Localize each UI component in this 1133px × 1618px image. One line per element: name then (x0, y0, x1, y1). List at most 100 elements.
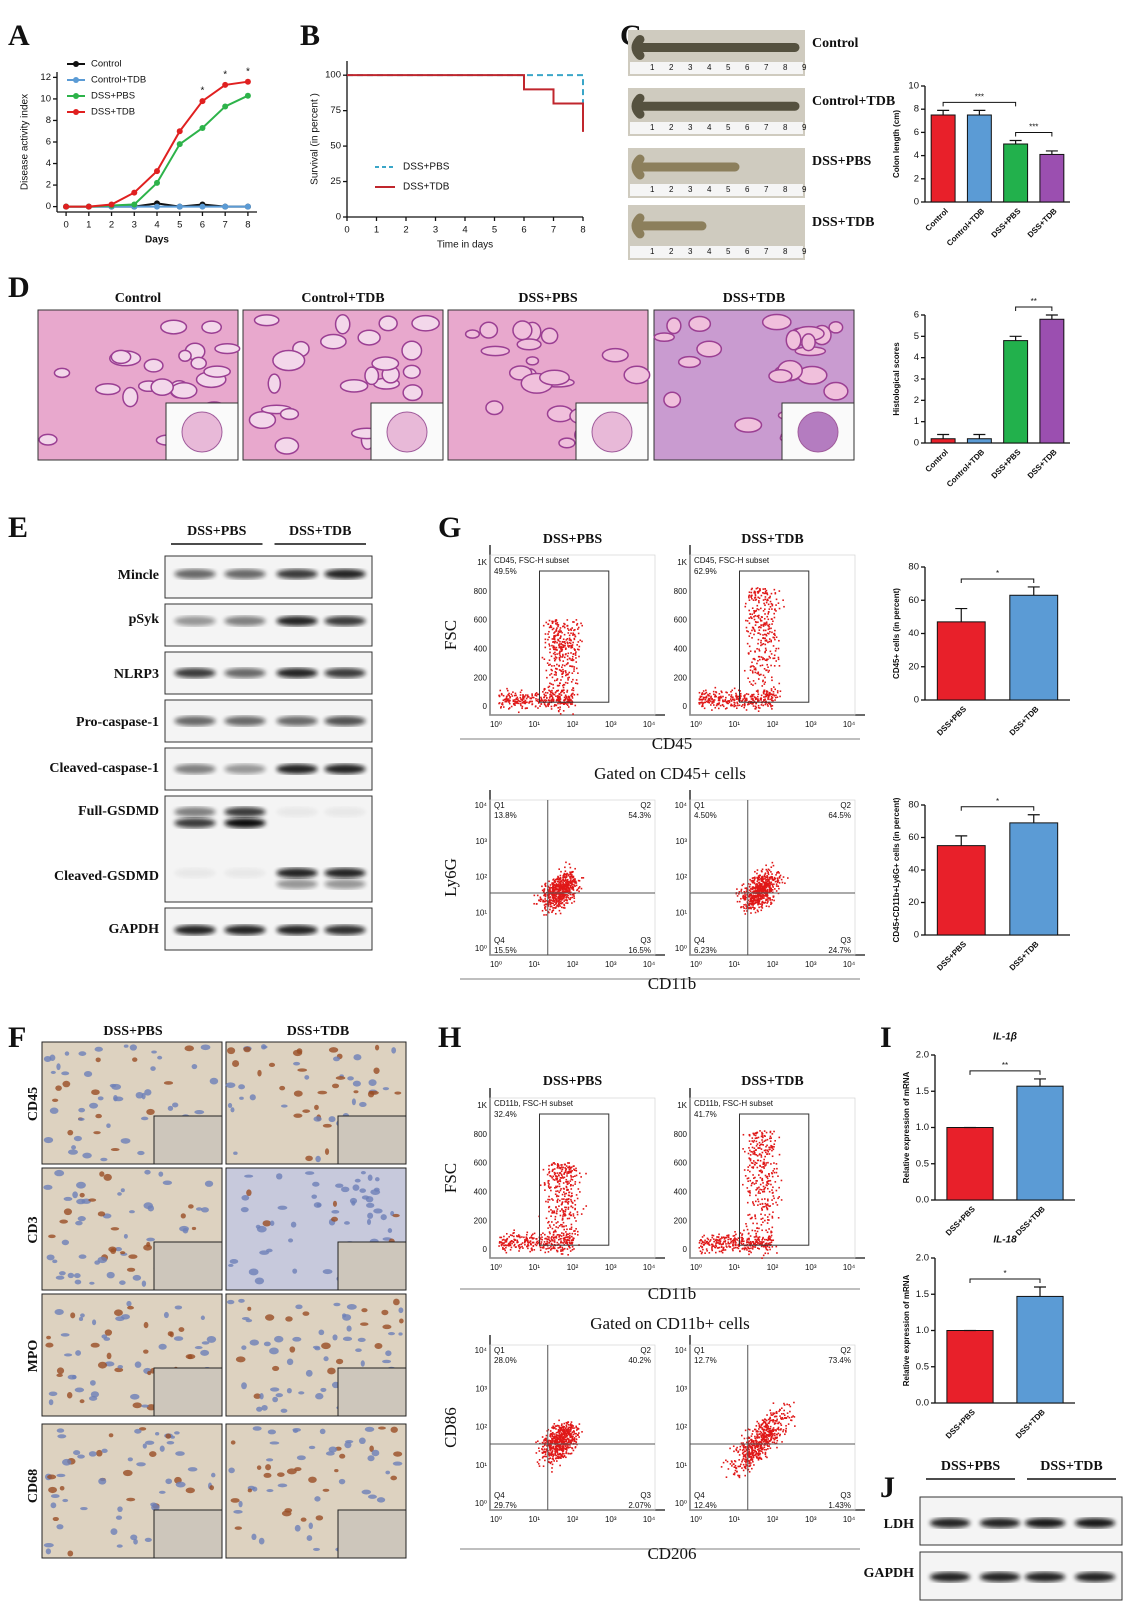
flow-title: Gated on CD45+ cells (594, 764, 746, 783)
event-dot (565, 1445, 567, 1448)
event-dot (763, 633, 766, 636)
y-tick-label: 50 (330, 141, 341, 152)
event-dot (567, 1166, 569, 1169)
cell (62, 1080, 71, 1088)
event-dot (748, 681, 751, 683)
event-dot (569, 1430, 571, 1432)
event-dot (553, 673, 556, 676)
event-dot (766, 592, 768, 594)
event-dot (575, 1167, 577, 1170)
event-dot (756, 884, 759, 886)
event-dot (543, 699, 546, 701)
cell (56, 1473, 66, 1478)
event-dot (739, 694, 742, 697)
event-dot (560, 906, 563, 909)
event-dot (559, 876, 562, 879)
event-dot (757, 592, 759, 594)
event-dot (749, 890, 752, 892)
event-dot (757, 621, 759, 624)
event-dot (504, 700, 507, 703)
event-dot (541, 1448, 543, 1450)
event-dot (525, 694, 527, 696)
event-dot (545, 1200, 547, 1203)
flow-y-tick: 10⁴ (475, 1346, 488, 1355)
event-dot (512, 1240, 515, 1243)
flow-x-tick: 10⁰ (690, 720, 702, 729)
event-dot (553, 642, 556, 644)
panel-label: G (438, 511, 461, 544)
event-dot (751, 879, 754, 882)
cell (43, 1056, 52, 1063)
crypt (411, 314, 440, 332)
event-dot (563, 876, 566, 879)
event-dot (558, 868, 560, 870)
quadrant-percent: 6.23% (694, 946, 717, 955)
event-dot (720, 696, 723, 699)
event-dot (771, 696, 774, 699)
event-dot (507, 698, 510, 700)
event-dot (558, 1434, 561, 1436)
event-dot (527, 1247, 529, 1250)
event-dot (549, 890, 551, 892)
event-dot (564, 1438, 566, 1441)
bar (936, 845, 986, 936)
cell (313, 1202, 322, 1208)
cell (56, 1367, 65, 1375)
event-dot (532, 1245, 535, 1247)
event-dot (743, 896, 746, 898)
event-dot (559, 886, 562, 888)
event-dot (560, 1439, 563, 1441)
event-dot (769, 691, 771, 694)
flow-x-tick: 10² (767, 1263, 779, 1272)
event-dot (551, 698, 553, 701)
event-dot (563, 1425, 565, 1428)
event-dot (501, 702, 504, 704)
cell (241, 1382, 247, 1390)
event-dot (752, 699, 754, 702)
band (324, 807, 366, 817)
event-dot (552, 890, 555, 893)
event-dot (572, 632, 575, 635)
event-dot (521, 698, 524, 701)
event-dot (749, 878, 751, 881)
cell (367, 1174, 373, 1181)
cell (119, 1280, 126, 1285)
event-dot (764, 622, 767, 625)
event-dot (551, 1198, 553, 1200)
event-dot (554, 631, 556, 633)
event-dot (768, 608, 771, 610)
event-dot (718, 702, 721, 704)
event-dot (498, 702, 500, 705)
event-dot (564, 647, 567, 650)
event-dot (557, 1226, 559, 1229)
event-dot (557, 700, 560, 702)
event-dot (554, 1438, 557, 1441)
event-dot (559, 1210, 562, 1212)
event-dot (554, 691, 557, 694)
event-dot (544, 883, 546, 886)
cell (269, 1441, 280, 1445)
event-dot (728, 694, 730, 696)
crypt (734, 417, 763, 433)
event-dot (568, 1246, 571, 1248)
event-dot (563, 907, 566, 909)
cell (132, 1402, 142, 1409)
event-dot (543, 888, 546, 890)
crypt (828, 321, 844, 334)
quadrant-name: Q4 (694, 936, 705, 945)
event-dot (723, 700, 725, 703)
cell (63, 1196, 73, 1201)
event-dot (554, 1442, 557, 1445)
event-dot (568, 883, 570, 885)
event-dot (562, 1182, 565, 1184)
y-tick-label: 6 (46, 137, 51, 148)
cell (151, 1050, 157, 1054)
band-label: Pro-caspase-1 (76, 715, 159, 730)
event-dot (567, 1423, 570, 1426)
event-dot (749, 695, 752, 698)
ruler-number: 5 (726, 185, 731, 194)
cell (45, 1548, 52, 1555)
event-dot (717, 699, 720, 702)
band (224, 807, 266, 817)
event-dot (768, 623, 771, 626)
